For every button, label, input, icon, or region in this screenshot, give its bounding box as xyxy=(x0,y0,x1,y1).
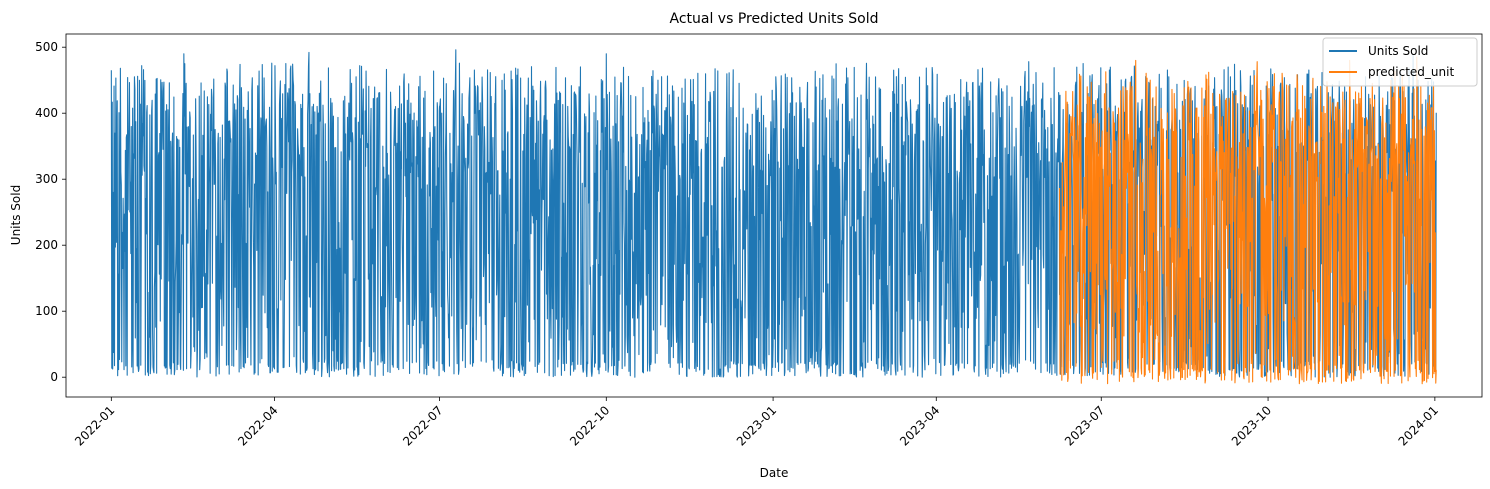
legend-label-predicted-unit: predicted_unit xyxy=(1368,65,1454,79)
y-tick-label: 400 xyxy=(35,106,58,120)
series-line-units-sold xyxy=(110,49,1437,378)
y-tick-label: 0 xyxy=(50,370,58,384)
x-axis-label: Date xyxy=(760,466,789,480)
chart-title: Actual vs Predicted Units Sold xyxy=(670,11,879,27)
y-tick-label: 200 xyxy=(35,238,58,252)
y-tick-label: 300 xyxy=(35,172,58,186)
y-tick-label: 500 xyxy=(35,40,58,54)
legend-label-units-sold: Units Sold xyxy=(1368,44,1428,58)
plot-frame xyxy=(65,33,1483,398)
y-tick-label: 100 xyxy=(35,304,58,318)
legend: Units Sold predicted_unit xyxy=(1322,37,1478,87)
y-axis-label: Units Sold xyxy=(9,185,23,245)
series-layer xyxy=(110,49,1437,385)
legend-box xyxy=(1322,37,1478,87)
series-line-predicted-unit xyxy=(1059,56,1437,385)
y-axis: 0 100 200 300 400 500 xyxy=(35,40,66,384)
